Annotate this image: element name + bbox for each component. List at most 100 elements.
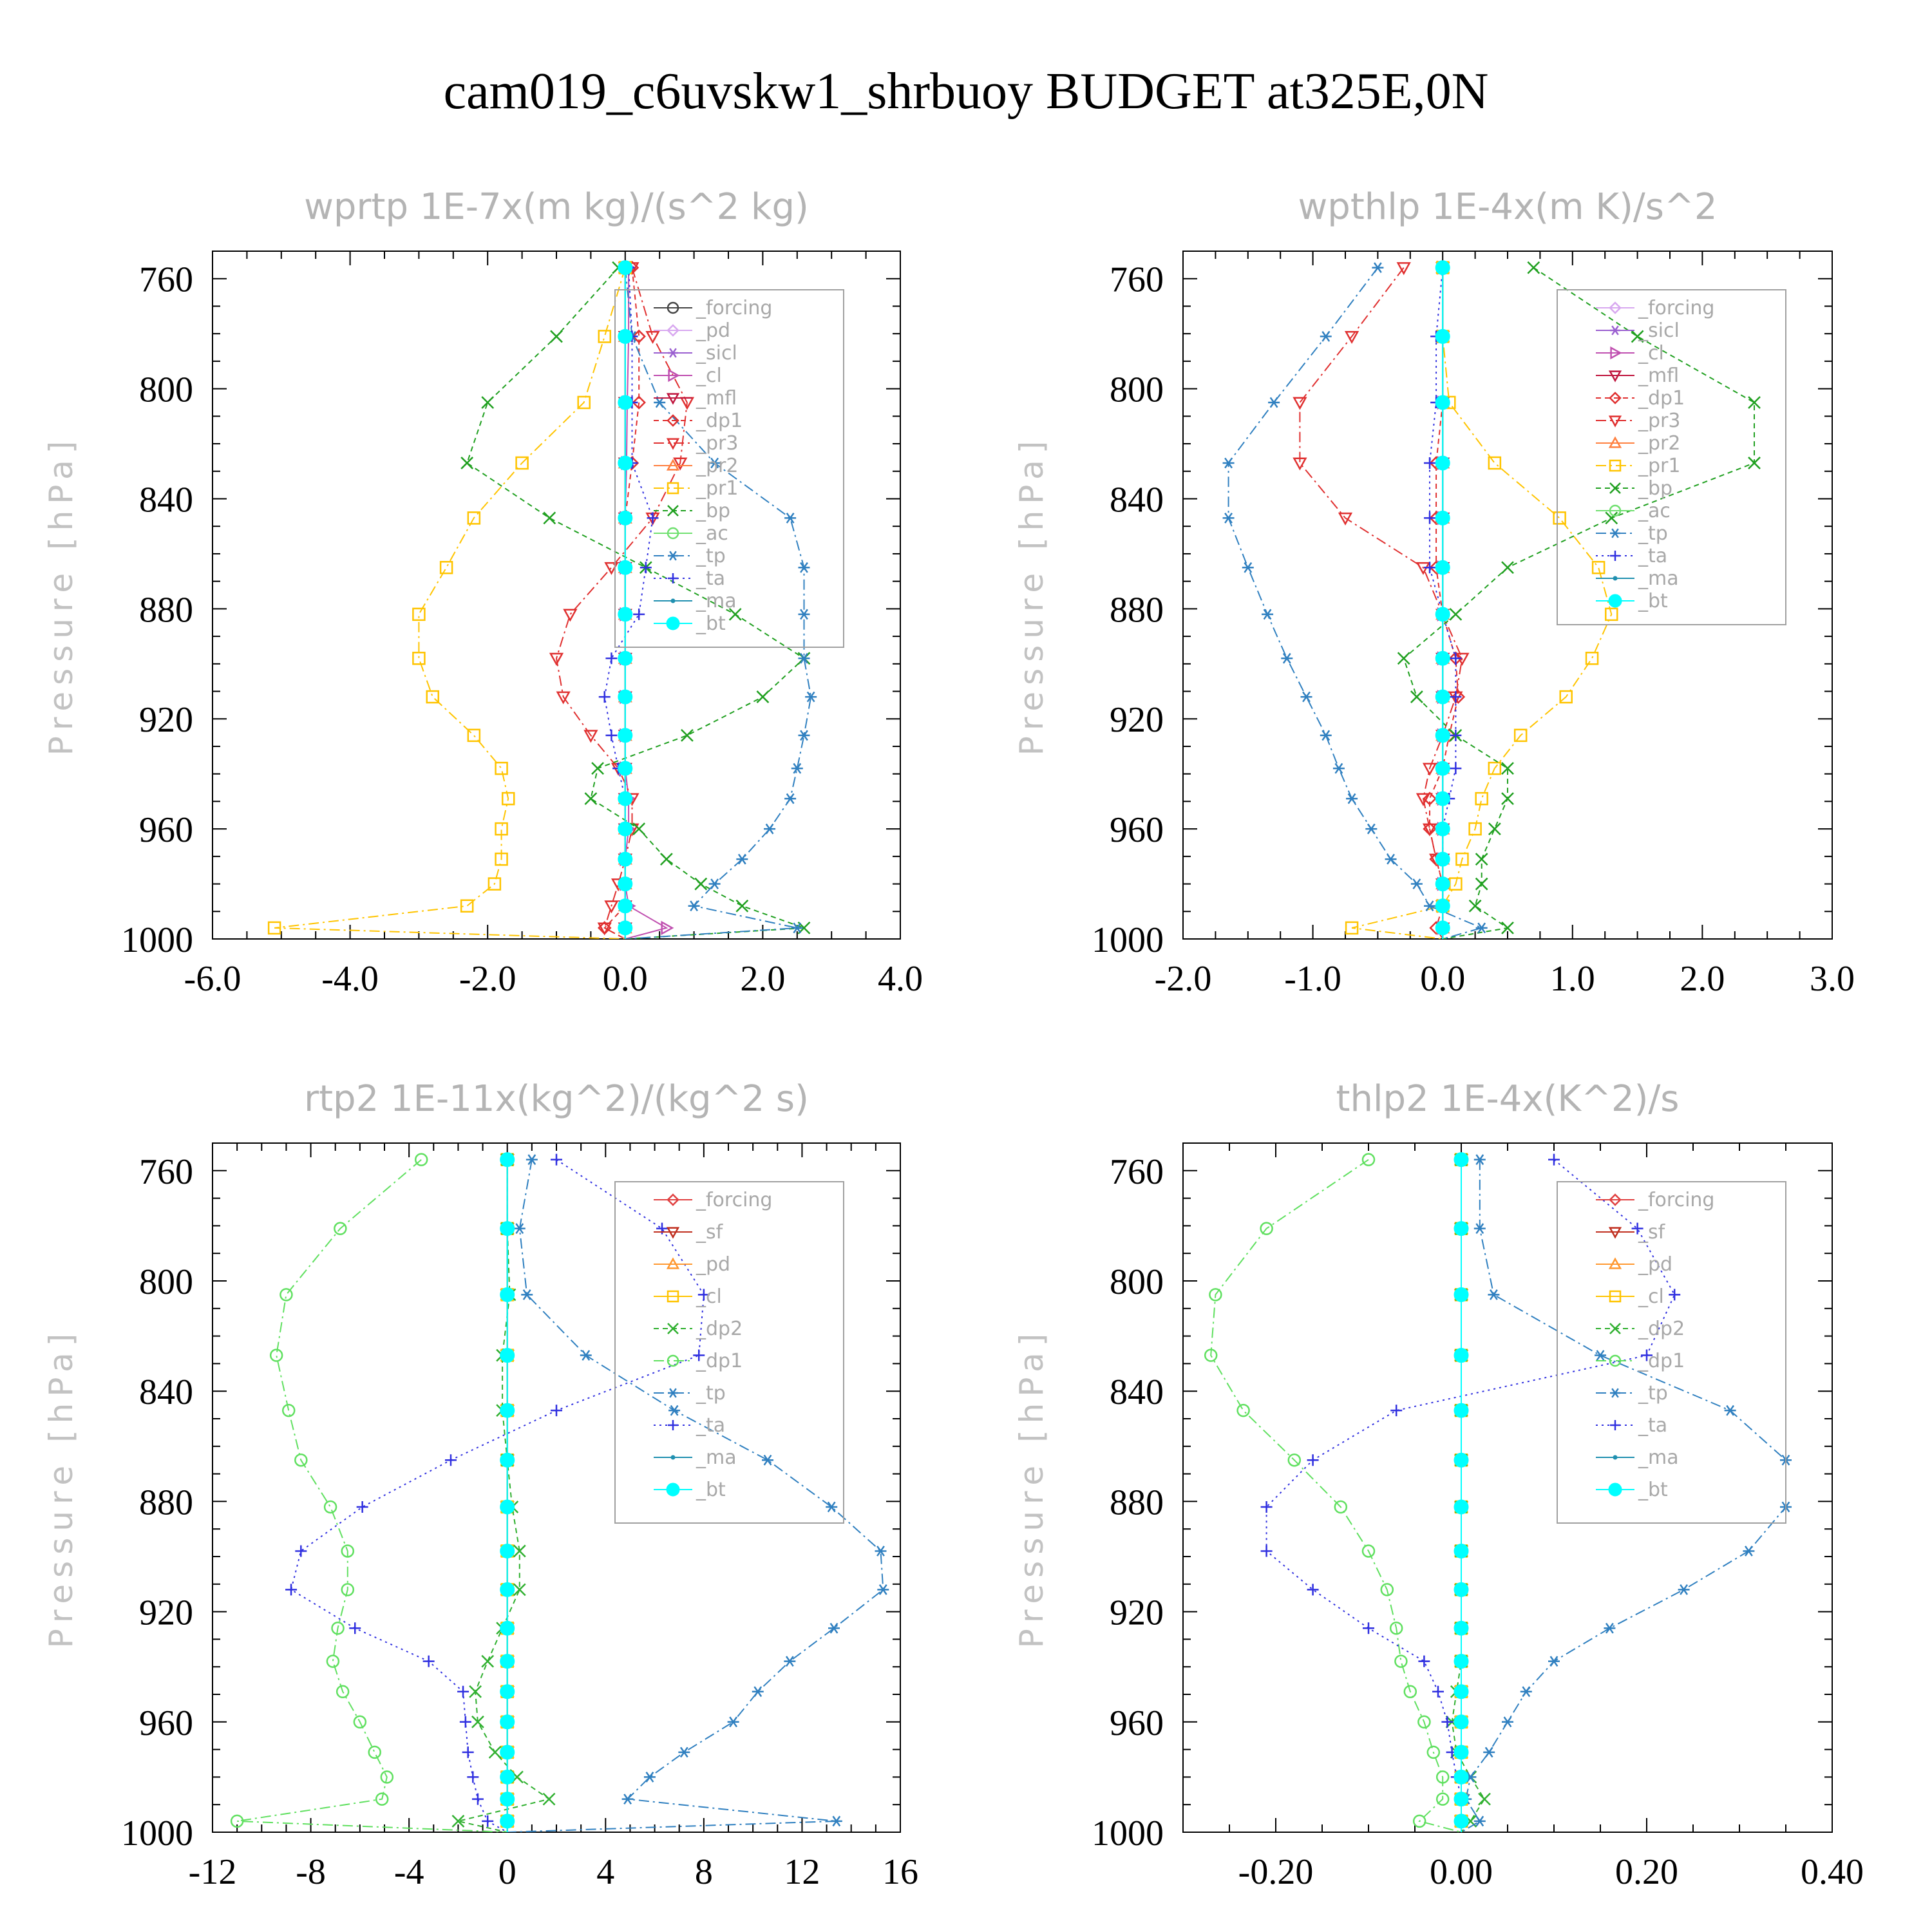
legend-marker (1608, 1227, 1622, 1239)
panel-2: wpthlp 1E-4x(m K)/s^2 Pressure [hPa] 760 80… (1013, 186, 1855, 999)
panel-4: thlp2 1E-4x(K^2)/s Pressure [hPa] 760 800 84… (1013, 1078, 1864, 1892)
x-tick-label: -1.0 (1284, 959, 1341, 999)
legend-label: _pr1 (1638, 455, 1680, 477)
legend-marker (1610, 528, 1620, 538)
legend: _forcing _sf _pd _cl _dp2 _dp1 _tp _ta _ma _bt (614, 1181, 844, 1524)
x-tick-label: -4.0 (321, 959, 379, 999)
data-point (875, 1546, 887, 1557)
legend-label: _pd (696, 319, 730, 342)
data-point (1424, 457, 1436, 469)
data-point (798, 609, 810, 620)
panel-title: wpthlp 1E-4x(m K)/s^2 (1298, 186, 1717, 228)
data-point (1475, 877, 1488, 891)
data-point (444, 1454, 457, 1466)
data-point (1454, 1792, 1469, 1807)
x-tick-label: 16 (882, 1852, 918, 1892)
legend-label: _ma (1638, 567, 1679, 590)
series-line (274, 267, 626, 939)
series-tp (1222, 262, 1488, 939)
data-point (1435, 920, 1450, 936)
data-point (1389, 1622, 1403, 1635)
data-point (1435, 455, 1450, 471)
data-point (1748, 396, 1761, 409)
data-point (500, 1403, 515, 1418)
y-tick-label: 880 (1110, 1482, 1164, 1522)
series-line (1403, 267, 1755, 939)
panels: wprtp 1E-7x(m kg)/(s^2 kg) Pressure [hPa]… (43, 186, 1864, 1892)
legend-marker (1613, 576, 1618, 581)
y-tick-label: 760 (1110, 260, 1164, 300)
data-point (1631, 1222, 1643, 1235)
legend-label: _ac (1638, 500, 1671, 522)
data-point (1455, 852, 1469, 866)
x-tick-label: -12 (189, 1852, 237, 1892)
data-point (500, 1152, 515, 1168)
data-point (513, 1223, 526, 1235)
data-point (1468, 822, 1482, 836)
data-point (1475, 922, 1488, 934)
series-line (1227, 267, 1484, 939)
series-bp (1397, 261, 1761, 939)
data-point (500, 1684, 515, 1700)
data-point (1454, 1654, 1469, 1669)
data-point (1432, 1685, 1444, 1698)
data-point (633, 608, 645, 620)
series-dp1 (1204, 1153, 1462, 1832)
x-tick-label: -8 (296, 1852, 326, 1892)
data-point (1454, 1582, 1469, 1597)
y-tick-label: 840 (1110, 1372, 1164, 1412)
legend-marker (667, 324, 679, 337)
panel-1: wprtp 1E-7x(m kg)/(s^2 kg) Pressure [hPa]… (43, 186, 923, 999)
legend-label: _forcing (1638, 297, 1714, 319)
y-tick-label: 800 (1110, 1262, 1164, 1302)
data-point (439, 561, 453, 574)
legend-label: _ta (696, 1414, 725, 1437)
data-point (591, 762, 604, 775)
data-point (1441, 1716, 1454, 1728)
data-point (341, 1583, 355, 1596)
legend-box (1557, 1181, 1786, 1524)
legend-marker (666, 438, 680, 450)
data-point (1242, 562, 1254, 573)
panel-title: rtp2 1E-11x(kg^2)/(kg^2 s) (304, 1078, 809, 1120)
data-point (331, 1622, 345, 1635)
data-point (1454, 1745, 1469, 1760)
y-tick-label: 920 (1110, 700, 1164, 740)
data-point (1559, 690, 1573, 704)
data-point (542, 1792, 556, 1806)
data-point (647, 512, 659, 524)
y-tick-label: 880 (139, 590, 193, 630)
y-tick-label: 800 (1110, 370, 1164, 410)
data-point (356, 1501, 368, 1513)
data-point (618, 728, 633, 743)
data-point (471, 1715, 484, 1728)
legend-label: _ta (1638, 545, 1667, 567)
x-tick-label: 0.0 (603, 959, 648, 999)
data-point (1260, 1545, 1273, 1557)
data-point (1435, 607, 1450, 622)
data-point (632, 822, 646, 836)
legend-marker (670, 598, 676, 603)
legend-marker (668, 551, 678, 561)
data-point (501, 791, 515, 806)
data-point (1262, 609, 1274, 620)
data-point (1454, 1684, 1469, 1700)
data-point (341, 1544, 355, 1558)
data-point (1236, 1403, 1250, 1417)
data-point (294, 1453, 308, 1467)
legend-marker (666, 393, 680, 405)
data-point (618, 510, 633, 526)
data-point (752, 1686, 764, 1698)
x-tick-label: 8 (695, 1852, 713, 1892)
data-point (1473, 1815, 1486, 1827)
data-point (1293, 397, 1307, 410)
data-point (1454, 1620, 1469, 1636)
data-point (513, 1583, 526, 1596)
series-bt (1454, 1152, 1469, 1832)
data-point (1501, 762, 1514, 775)
legend: _forcing_pd_sicl_cl_mfl_dp1_pr3_pr2_pr1_… (614, 289, 844, 648)
data-point (1724, 1405, 1736, 1416)
data-point (1307, 1584, 1319, 1596)
data-point (500, 1654, 515, 1669)
data-point (673, 457, 688, 471)
